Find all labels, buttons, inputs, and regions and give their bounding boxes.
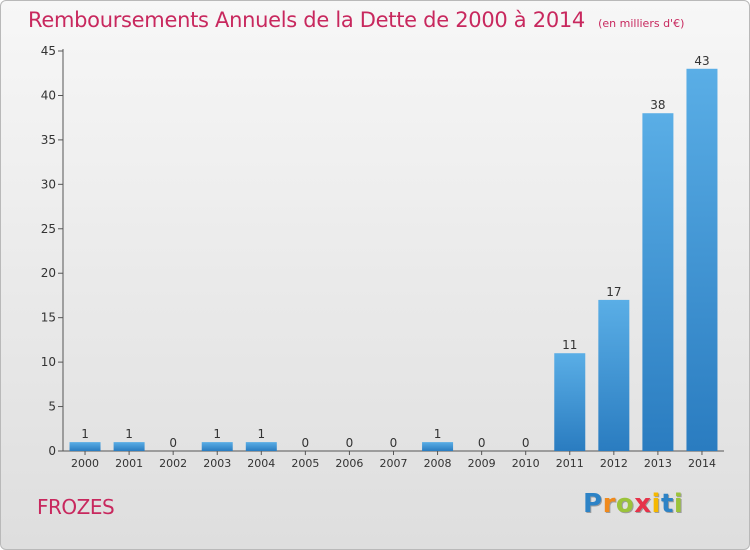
chart-unit-note: (en milliers d'€) bbox=[598, 17, 685, 30]
y-tick-label: 45 bbox=[41, 44, 56, 58]
x-tick-label-2010: 2010 bbox=[512, 457, 540, 470]
x-tick-label-2014: 2014 bbox=[688, 457, 716, 470]
bar-2014 bbox=[686, 68, 718, 452]
chart-title-row: Remboursements Annuels de la Dette de 20… bbox=[28, 8, 684, 32]
y-tick-label: 35 bbox=[41, 133, 56, 147]
bar-2008 bbox=[422, 442, 454, 451]
y-tick-label: 20 bbox=[41, 266, 56, 280]
bar-2011 bbox=[554, 353, 586, 451]
logo-letter: o bbox=[615, 489, 635, 519]
data-label-2014: 43 bbox=[694, 54, 709, 68]
x-tick-label-2006: 2006 bbox=[335, 457, 363, 470]
data-label-2008: 1 bbox=[434, 427, 442, 441]
bar-2012 bbox=[598, 299, 630, 451]
data-label-2012: 17 bbox=[606, 285, 621, 299]
data-label-2002: 0 bbox=[169, 436, 177, 450]
x-tick-label-2001: 2001 bbox=[115, 457, 143, 470]
y-tick-label: 25 bbox=[41, 222, 56, 236]
data-label-2010: 0 bbox=[522, 436, 530, 450]
data-label-2009: 0 bbox=[478, 436, 486, 450]
bar-2004 bbox=[245, 442, 277, 451]
y-tick-label: 15 bbox=[41, 311, 56, 325]
bar-2000 bbox=[69, 442, 101, 451]
data-label-2000: 1 bbox=[81, 427, 89, 441]
data-label-2004: 1 bbox=[257, 427, 265, 441]
bar-2003 bbox=[201, 442, 233, 451]
data-label-2005: 0 bbox=[302, 436, 310, 450]
y-tick-label: 30 bbox=[41, 177, 56, 191]
data-label-2013: 38 bbox=[650, 98, 665, 112]
data-label-2003: 1 bbox=[213, 427, 221, 441]
logo-letter: i bbox=[651, 489, 661, 519]
x-tick-label-2003: 2003 bbox=[203, 457, 231, 470]
logo-letter: i bbox=[673, 489, 684, 519]
y-tick-label: 0 bbox=[48, 444, 56, 458]
data-label-2001: 1 bbox=[125, 427, 133, 441]
y-tick-label: 10 bbox=[41, 355, 56, 369]
x-tick-label-2011: 2011 bbox=[556, 457, 584, 470]
x-tick-label-2007: 2007 bbox=[380, 457, 408, 470]
x-tick-label-2009: 2009 bbox=[468, 457, 496, 470]
chart-title: Remboursements Annuels de la Dette de 20… bbox=[28, 8, 585, 32]
proxiti-logo: Proxiti bbox=[583, 489, 683, 519]
x-tick-label-2004: 2004 bbox=[247, 457, 275, 470]
bar-2013 bbox=[642, 113, 674, 451]
x-tick-label-2002: 2002 bbox=[159, 457, 187, 470]
logo-letter: r bbox=[602, 489, 616, 519]
y-tick-label: 5 bbox=[48, 400, 56, 414]
x-tick-label-2000: 2000 bbox=[71, 457, 99, 470]
x-tick-label-2008: 2008 bbox=[424, 457, 452, 470]
y-tick-label: 40 bbox=[41, 88, 56, 102]
x-tick-label-2005: 2005 bbox=[291, 457, 319, 470]
x-tick-label-2012: 2012 bbox=[600, 457, 628, 470]
logo-letter: P bbox=[583, 489, 603, 519]
data-label-2006: 0 bbox=[346, 436, 354, 450]
x-tick-label-2013: 2013 bbox=[644, 457, 672, 470]
logo-letter: x bbox=[634, 489, 652, 519]
data-label-2007: 0 bbox=[390, 436, 398, 450]
bar-2001 bbox=[113, 442, 145, 451]
data-label-2011: 11 bbox=[562, 338, 577, 352]
place-name: FROZES bbox=[37, 495, 115, 519]
logo-letter: t bbox=[660, 489, 674, 519]
